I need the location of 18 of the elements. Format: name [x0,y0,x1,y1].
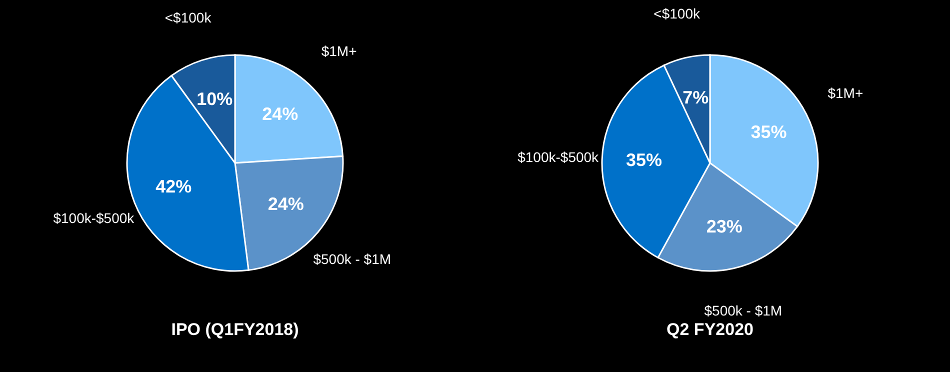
data-label: 10% [196,89,233,110]
data-label: 24% [262,104,298,124]
slice-label: $100k-$500k [53,210,136,226]
data-label: 23% [706,216,742,236]
data-label: 35% [626,150,662,170]
data-label: 7% [682,88,709,108]
data-label: 35% [750,122,787,142]
slice-label: $100k-$500k [518,149,600,166]
slice-label: <$100k [654,6,701,22]
text: Q2 FY2020 [666,320,754,339]
slice-label: $500k - $1M [704,302,782,318]
data-label: 24% [268,194,304,214]
slice-label: $1M+ [828,84,864,101]
slice-label: $1M+ [321,43,357,60]
data-label: 42% [156,176,192,196]
text: IPO (Q1FY2018) [171,320,299,339]
slice-label: <$100k [164,9,212,26]
slice-label: $500k - $1M [313,250,392,267]
